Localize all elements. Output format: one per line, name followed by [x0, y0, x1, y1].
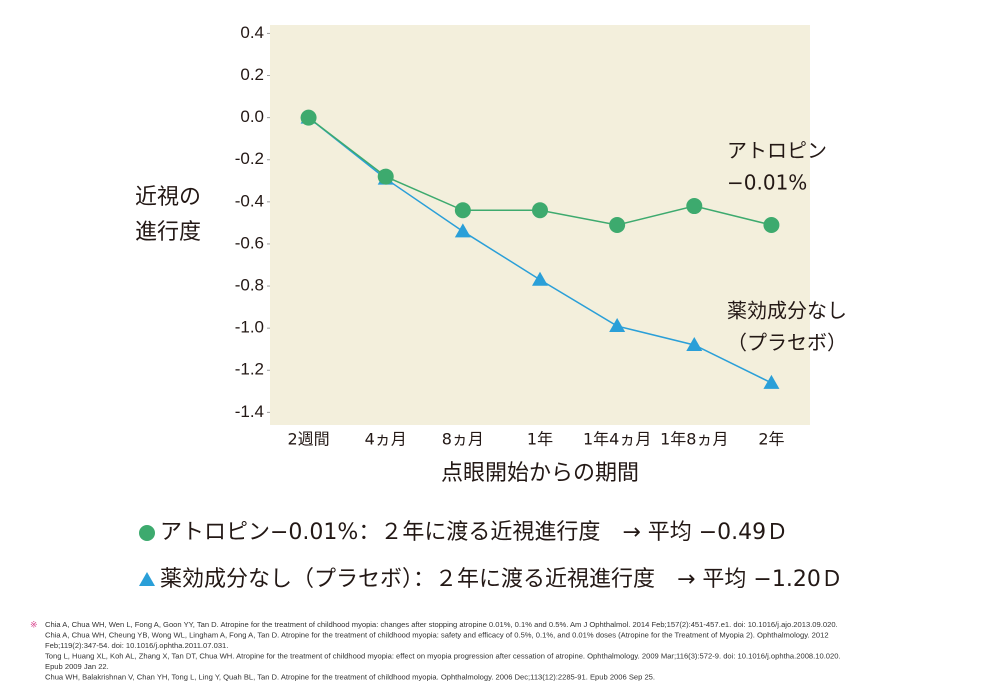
data-point	[609, 318, 626, 333]
annotation: −0.01%	[727, 171, 807, 195]
y-tick-label: -0.8	[235, 276, 264, 295]
x-tick-label: 8ヵ月	[442, 430, 484, 449]
reference: Chia A, Chua WH, Wen L, Fong A, Goon YY,…	[45, 620, 838, 629]
y-tick-label: -1.4	[235, 402, 264, 421]
reference-mark: ※	[30, 621, 38, 631]
annotation: アトロピン	[727, 139, 827, 163]
data-point	[686, 337, 703, 351]
data-point	[300, 109, 317, 126]
reference: Tong L, Huang XL, Koh AL, Zhang X, Tan D…	[45, 652, 841, 661]
y-tick-label: 0.4	[240, 23, 264, 42]
data-point	[532, 202, 548, 219]
x-tick-label: 2週間	[287, 430, 329, 449]
x-tick-label: 2年	[758, 430, 784, 449]
y-tick-label: -0.6	[235, 233, 264, 252]
y-tick-label: -0.4	[235, 191, 264, 210]
x-tick-label: 4ヵ月	[365, 430, 407, 449]
data-point	[454, 202, 471, 219]
reference: Chua WH, Balakrishnan V, Chan YH, Tong L…	[45, 673, 655, 682]
data-point	[377, 168, 394, 185]
x-tick-label: 1年8ヵ月	[660, 430, 728, 449]
data-point	[454, 223, 471, 238]
legend-marker	[139, 525, 155, 541]
reference: Feb;119(2):347-54. doi: 10.1016/j.ophtha…	[45, 641, 228, 650]
x-tick-label: 1年	[527, 430, 553, 449]
annotation: 薬効成分なし	[727, 299, 847, 323]
data-point	[609, 217, 626, 233]
legend-label: 薬効成分なし（プラセボ）：２年に渡る近視進行度 → 平均 −1.20Ｄ	[160, 567, 843, 592]
plot-area	[270, 25, 810, 425]
reference: Chia A, Chua WH, Cheung YB, Wong WL, Lin…	[45, 631, 829, 640]
y-axis-label: 進行度	[135, 220, 201, 245]
reference: Epub 2009 Jan 22.	[45, 662, 109, 671]
annotation: （プラセボ）	[727, 331, 847, 355]
data-point	[763, 217, 780, 233]
y-tick-label: 0.2	[240, 65, 264, 84]
data-point	[532, 271, 548, 286]
x-tick-label: 1年4ヵ月	[583, 430, 651, 449]
x-axis-label: 点眼開始からの期間	[441, 461, 639, 486]
data-point	[686, 198, 703, 215]
y-tick-label: -1.0	[235, 318, 264, 337]
data-point	[763, 374, 780, 389]
y-axis-label: 近視の	[135, 185, 201, 210]
y-tick-label: -0.2	[235, 149, 264, 168]
y-tick-label: -1.2	[235, 360, 264, 379]
legend-label: アトロピン−0.01%：２年に渡る近視進行度 → 平均 −0.49Ｄ	[160, 520, 788, 545]
legend-marker	[139, 572, 155, 586]
y-tick-label: 0.0	[240, 107, 264, 126]
